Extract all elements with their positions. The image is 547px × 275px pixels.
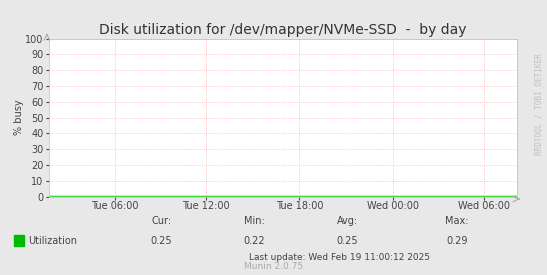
Text: Avg:: Avg: <box>337 216 358 226</box>
Text: Max:: Max: <box>445 216 468 226</box>
Text: RRDTOOL / TOBI OETIKER: RRDTOOL / TOBI OETIKER <box>534 54 543 155</box>
Text: 0.25: 0.25 <box>336 236 358 246</box>
Text: 0.22: 0.22 <box>243 236 265 246</box>
Text: Utilization: Utilization <box>28 236 77 246</box>
Text: Last update: Wed Feb 19 11:00:12 2025: Last update: Wed Feb 19 11:00:12 2025 <box>249 253 429 262</box>
Text: Munin 2.0.75: Munin 2.0.75 <box>244 262 303 271</box>
Y-axis label: % busy: % busy <box>14 100 24 135</box>
Text: 0.25: 0.25 <box>150 236 172 246</box>
Title: Disk utilization for /dev/mapper/NVMe-SSD  -  by day: Disk utilization for /dev/mapper/NVMe-SS… <box>100 23 467 37</box>
Text: Cur:: Cur: <box>152 216 171 226</box>
Text: 0.29: 0.29 <box>446 236 468 246</box>
Text: Min:: Min: <box>244 216 265 226</box>
